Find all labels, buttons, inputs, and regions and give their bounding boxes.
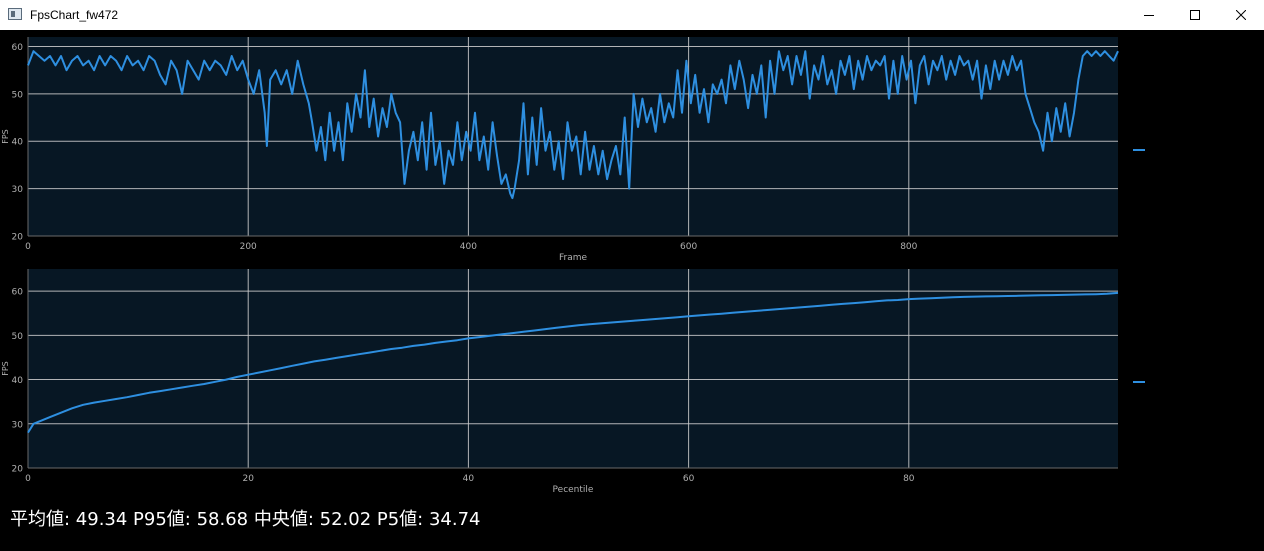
y-tick-label: 30 <box>12 420 24 430</box>
x-tick-label: 60 <box>683 474 695 484</box>
y-axis-label: FPS <box>1 361 10 376</box>
y-tick-label: 20 <box>12 465 24 475</box>
x-tick-label: 400 <box>460 242 477 252</box>
x-tick-label: 40 <box>463 474 475 484</box>
x-tick-label: 600 <box>680 242 697 252</box>
minimize-icon <box>1144 15 1154 16</box>
window-title: FpsChart_fw472 <box>30 8 119 22</box>
app-icon <box>8 8 22 20</box>
series-line <box>27 291 1119 434</box>
y-tick-label: 60 <box>12 43 24 53</box>
close-icon <box>1236 10 1246 20</box>
stats-summary: 平均値: 49.34 P95値: 58.68 中央値: 52.02 P5値: 3… <box>10 509 481 530</box>
x-axis-label: Frame <box>559 253 588 263</box>
y-tick-label: 20 <box>12 233 24 243</box>
maximize-icon <box>1190 10 1200 20</box>
minimize-button[interactable] <box>1126 0 1172 30</box>
plot-area <box>28 269 1118 468</box>
x-tick-label: 800 <box>900 242 917 252</box>
x-tick-label: 0 <box>25 242 31 252</box>
title-bar: FpsChart_fw472 <box>0 0 1264 30</box>
x-axis-label: Pecentile <box>553 485 594 495</box>
y-axis-label: FPS <box>1 129 10 144</box>
x-tick-label: 80 <box>903 474 915 484</box>
close-button[interactable] <box>1218 0 1264 30</box>
y-tick-label: 50 <box>12 332 24 342</box>
x-tick-label: 200 <box>240 242 257 252</box>
y-tick-label: 50 <box>12 90 24 100</box>
series-line <box>27 50 1119 200</box>
y-tick-label: 40 <box>12 138 24 148</box>
x-tick-label: 0 <box>25 474 31 484</box>
y-tick-label: 30 <box>12 185 24 195</box>
x-tick-label: 20 <box>242 474 254 484</box>
y-tick-label: 40 <box>12 376 24 386</box>
y-tick-label: 60 <box>12 288 24 298</box>
maximize-button[interactable] <box>1172 0 1218 30</box>
